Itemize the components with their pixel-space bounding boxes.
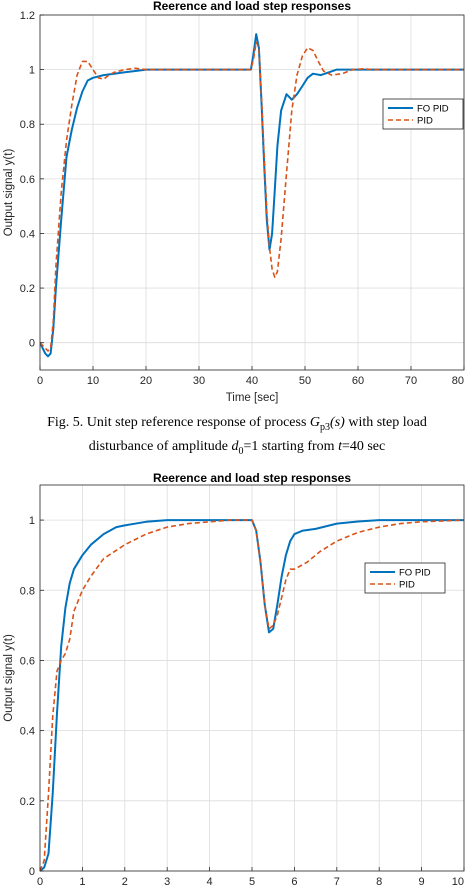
top-x-tick-label: 60 bbox=[352, 375, 364, 387]
top-y-tick-label: 1.2 bbox=[20, 10, 35, 22]
caption-text: =1 starting from bbox=[243, 438, 339, 454]
figure-caption: Fig. 5. Unit step reference response of … bbox=[0, 413, 474, 461]
caption-text: =40 sec bbox=[341, 438, 386, 454]
caption-line-2: disturbance of amplitude d0=1 starting f… bbox=[0, 437, 474, 461]
caption-amplitude-symbol: d bbox=[231, 438, 239, 454]
top-x-tick-label: 80 bbox=[452, 375, 464, 387]
top-y-tick-label: 0.4 bbox=[20, 228, 35, 240]
top-x-tick-label: 0 bbox=[37, 375, 43, 387]
chart-top: 0 10 20 30 40 50 60 70 80 0 0.2 0.4 0.6 0.8 1 1.2 Reeren… bbox=[3, 0, 465, 404]
caption-text: with step load bbox=[344, 415, 427, 430]
caption-text: disturbance of amplitude bbox=[88, 438, 232, 454]
caption-line-1: Fig. 5. Unit step reference response of … bbox=[0, 413, 474, 437]
top-series-line-pid bbox=[40, 41, 464, 352]
bottom-y-tick-label: 0.4 bbox=[20, 726, 35, 738]
bottom-legend-label-pid: PID bbox=[399, 580, 415, 591]
bottom-x-tick-label: 9 bbox=[419, 876, 425, 886]
top-x-tick-label: 30 bbox=[193, 375, 205, 387]
bottom-x-tick-label: 10 bbox=[452, 876, 464, 886]
bottom-legend-box bbox=[364, 562, 446, 594]
top-y-tick-label: 0.6 bbox=[20, 174, 35, 186]
top-series-line-fo-pid bbox=[40, 33, 464, 358]
top-y-axis-label: Output signal y(t) bbox=[3, 149, 15, 237]
top-y-tick-label: 1 bbox=[29, 65, 35, 77]
top-x-tick-label: 70 bbox=[405, 375, 417, 387]
bottom-x-tick-label: 4 bbox=[207, 876, 213, 886]
bottom-legend-label-fo-pid: FO PID bbox=[399, 568, 431, 579]
top-x-tick-label: 10 bbox=[87, 375, 99, 387]
bottom-y-tick-label: 0.6 bbox=[20, 655, 35, 667]
bottom-x-tick-label: 6 bbox=[291, 876, 297, 886]
top-x-tick-label: 40 bbox=[246, 375, 258, 387]
bottom-x-tick-label: 7 bbox=[334, 876, 340, 886]
top-legend-label-fo-pid: FO PID bbox=[417, 104, 449, 115]
bottom-chart-title: Reerence and load step responses bbox=[153, 471, 351, 485]
top-x-tick-label: 50 bbox=[299, 375, 311, 387]
top-x-axis-label: Time [sec] bbox=[226, 392, 279, 404]
caption-process-subscript: p3 bbox=[320, 421, 331, 433]
caption-amplitude-subscript: 0 bbox=[238, 445, 244, 457]
bottom-y-axis-label: Output signal y(t) bbox=[3, 634, 15, 722]
caption-process-argument: (s) bbox=[330, 415, 345, 430]
bottom-x-tick-label: 2 bbox=[122, 876, 128, 886]
chart-bottom: 0 1 2 3 4 5 6 7 8 9 10 0 0.2 0.4 0.6 0.8 1 Reerence and l… bbox=[3, 471, 465, 886]
bottom-x-tick-label: 8 bbox=[376, 876, 382, 886]
top-legend-label-pid: PID bbox=[417, 116, 433, 127]
bottom-y-tick-label: 0.8 bbox=[20, 585, 35, 597]
bottom-x-tick-label: 0 bbox=[37, 876, 43, 886]
bottom-series-line-pid bbox=[40, 519, 464, 872]
bottom-y-tick-label: 0.2 bbox=[20, 796, 35, 808]
top-y-tick-label: 0 bbox=[29, 338, 35, 350]
top-y-tick-label: 0.8 bbox=[20, 119, 35, 131]
caption-process-symbol: G bbox=[309, 415, 321, 430]
bottom-y-tick-label: 0 bbox=[29, 866, 35, 878]
caption-text: Fig. 5. Unit step reference response of … bbox=[47, 415, 310, 430]
top-legend-box bbox=[382, 98, 464, 130]
bottom-x-tick-label: 3 bbox=[164, 876, 170, 886]
bottom-y-tick-label: 1 bbox=[29, 515, 35, 527]
bottom-x-tick-label: 1 bbox=[79, 876, 85, 886]
caption-time-symbol: t bbox=[338, 438, 342, 454]
top-y-tick-label: 0.2 bbox=[20, 283, 35, 295]
top-x-tick-label: 20 bbox=[140, 375, 152, 387]
top-chart-title: Reerence and load step responses bbox=[153, 0, 351, 13]
bottom-x-tick-label: 5 bbox=[249, 876, 255, 886]
